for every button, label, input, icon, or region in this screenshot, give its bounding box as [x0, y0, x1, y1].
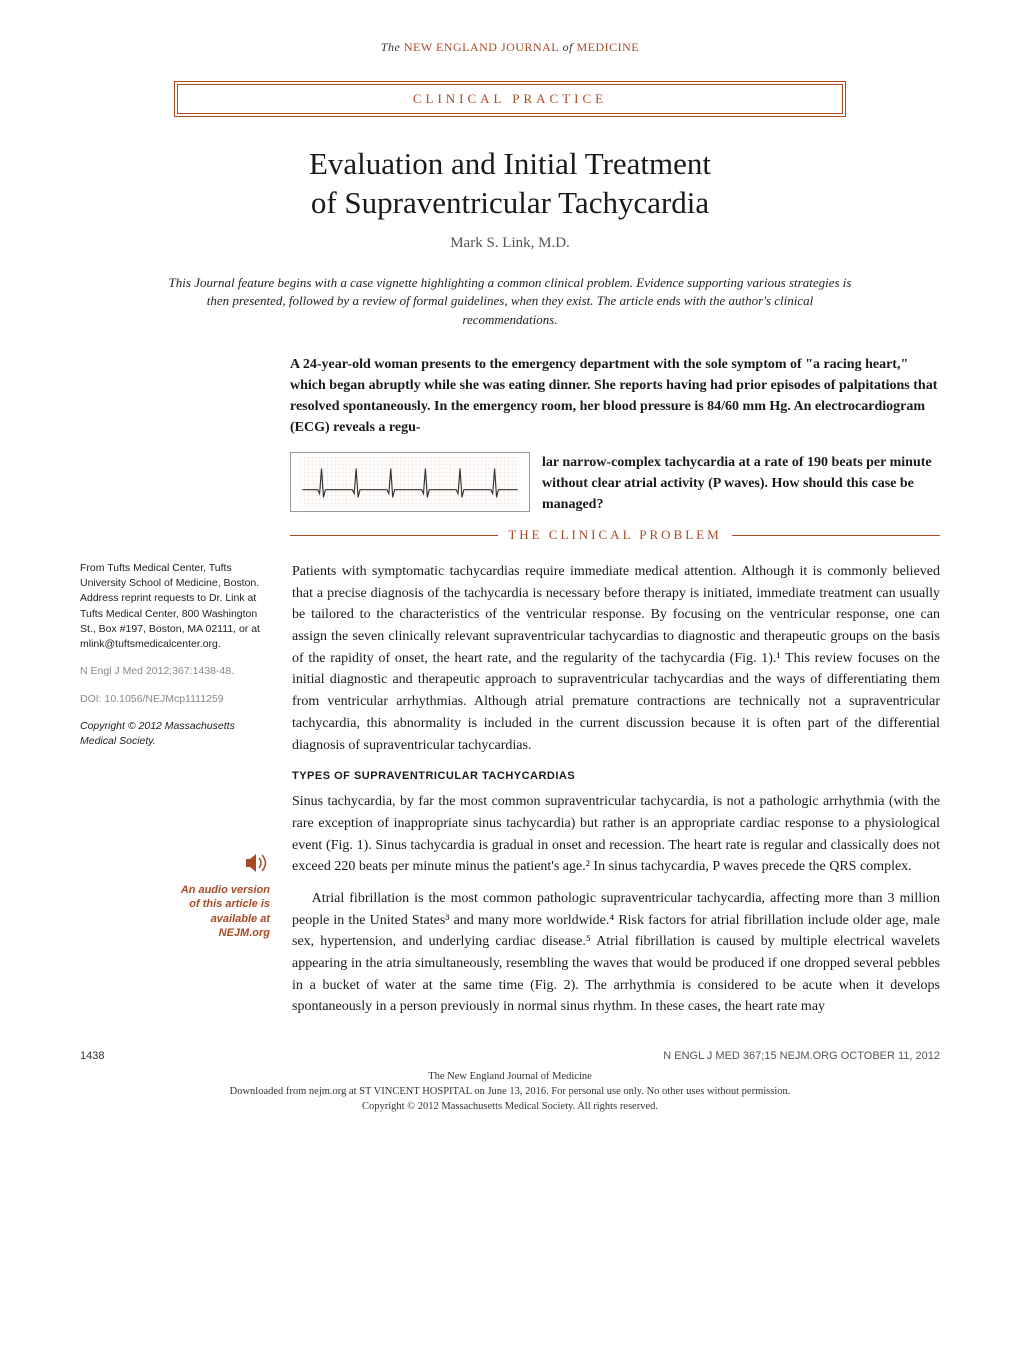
- speaker-icon: [246, 854, 270, 872]
- page-footer: 1438 N ENGL J MED 367;15 NEJM.ORG OCTOBE…: [80, 1050, 940, 1114]
- feature-note: This Journal feature begins with a case …: [166, 274, 854, 331]
- title-line-1: Evaluation and Initial Treatment: [309, 146, 711, 181]
- audio-text: An audio version of this article is avai…: [80, 883, 270, 940]
- affiliation: From Tufts Medical Center, Tufts Univers…: [80, 561, 270, 652]
- footer-citation: N ENGL J MED 367;15 NEJM.ORG OCTOBER 11,…: [663, 1050, 940, 1062]
- case-vignette-main: A 24-year-old woman presents to the emer…: [290, 354, 940, 438]
- audio-callout: An audio version of this article is avai…: [80, 849, 270, 940]
- doi: DOI: 10.1056/NEJMcp1111259: [80, 692, 270, 707]
- two-column-layout: From Tufts Medical Center, Tufts Univers…: [80, 561, 940, 1028]
- main-column: Patients with symptomatic tachycardias r…: [292, 561, 940, 1028]
- footer-center-1: The New England Journal of Medicine: [80, 1070, 940, 1085]
- body-paragraph-2: Sinus tachycardia, by far the most commo…: [292, 791, 940, 878]
- page: The NEW ENGLAND JOURNAL of MEDICINE clin…: [0, 0, 1020, 1144]
- running-head-suffix: MEDICINE: [576, 40, 639, 54]
- footer-center-2: Downloaded from nejm.org at ST VINCENT H…: [80, 1085, 940, 1100]
- ecg-strip: [290, 452, 530, 512]
- vignette-ecg-row: lar narrow-complex tachycardia at a rate…: [290, 452, 940, 515]
- case-vignette-tail: lar narrow-complex tachycardia at a rate…: [542, 452, 940, 515]
- running-head-prefix: The: [381, 40, 404, 54]
- copyright: Copyright © 2012 Massachusetts Medical S…: [80, 719, 270, 749]
- running-head-main: NEW ENGLAND JOURNAL: [404, 40, 559, 54]
- audio-line-2: of this article is: [189, 898, 270, 910]
- title-line-2: of Supraventricular Tachycardia: [311, 185, 709, 220]
- footer-center: The New England Journal of Medicine Down…: [80, 1070, 940, 1114]
- section-banner: clinical practice: [174, 81, 847, 117]
- ecg-icon: [297, 457, 523, 507]
- audio-line-3: available at: [211, 913, 270, 925]
- body-paragraph-1: Patients with symptomatic tachycardias r…: [292, 561, 940, 756]
- page-number: 1438: [80, 1050, 104, 1062]
- citation: N Engl J Med 2012;367:1438-48.: [80, 664, 270, 679]
- sidebar: From Tufts Medical Center, Tufts Univers…: [80, 561, 270, 940]
- footer-center-3: Copyright © 2012 Massachusetts Medical S…: [80, 1100, 940, 1115]
- running-head: The NEW ENGLAND JOURNAL of MEDICINE: [80, 40, 940, 55]
- article-title: Evaluation and Initial Treatment of Supr…: [80, 145, 940, 223]
- footer-top-row: 1438 N ENGL J MED 367;15 NEJM.ORG OCTOBE…: [80, 1050, 940, 1062]
- audio-icon: [80, 849, 270, 881]
- body-paragraph-3: Atrial fibrillation is the most common p…: [292, 888, 940, 1018]
- clinical-problem-label: The Clinical Problem: [508, 527, 721, 543]
- clinical-problem-head: The Clinical Problem: [290, 527, 940, 543]
- audio-line-4: NEJM.org: [219, 927, 270, 939]
- types-subhead: Types of Supraventricular Tachycardias: [292, 768, 940, 785]
- author: Mark S. Link, M.D.: [80, 235, 940, 252]
- running-head-of: of: [559, 40, 576, 54]
- audio-line-1: An audio version: [181, 884, 270, 896]
